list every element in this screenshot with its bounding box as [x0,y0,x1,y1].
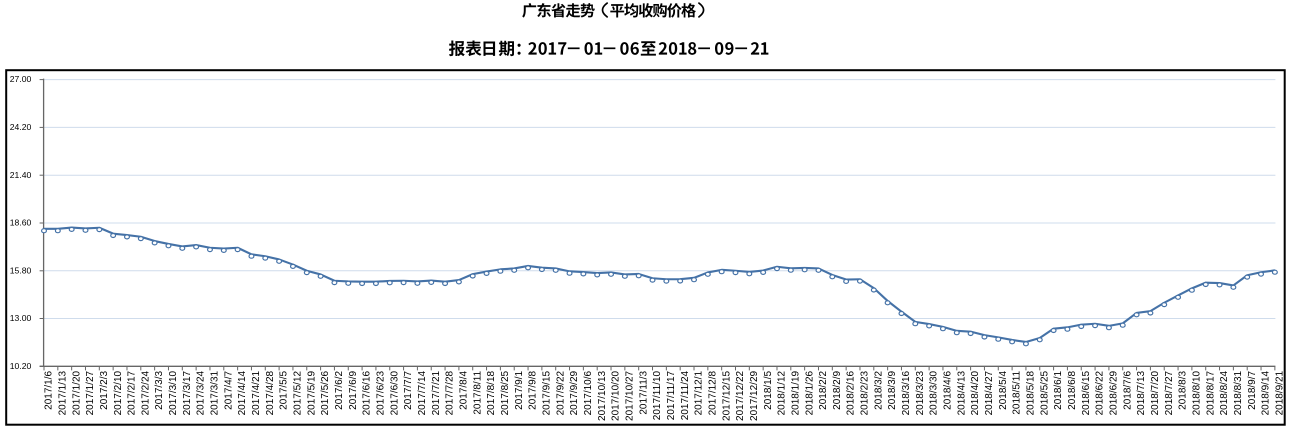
svg-text:2018/3/9: 2018/3/9 [887,370,898,409]
svg-text:2018/7/6: 2018/7/6 [1122,370,1133,409]
svg-text:2018/3/23: 2018/3/23 [915,370,926,415]
svg-text:2017/11/17: 2017/11/17 [666,370,677,420]
svg-text:2017/1/20: 2017/1/20 [71,370,82,415]
svg-text:2017/3/17: 2017/3/17 [182,370,193,415]
svg-text:2017/6/16: 2017/6/16 [362,370,373,415]
svg-text:2018/3/16: 2018/3/16 [901,370,912,415]
svg-text:2018/4/20: 2018/4/20 [970,370,981,415]
svg-text:2017/7/7: 2017/7/7 [403,370,414,409]
svg-text:2018/7/13: 2018/7/13 [1136,370,1147,415]
svg-text:2017/4/28: 2017/4/28 [265,370,276,415]
svg-text:2018/6/22: 2018/6/22 [1095,370,1106,415]
svg-text:2018/6/8: 2018/6/8 [1067,370,1078,409]
svg-text:2018/5/11: 2018/5/11 [1012,370,1023,414]
svg-text:2018/9/14: 2018/9/14 [1261,370,1272,415]
svg-text:2018/1/26: 2018/1/26 [804,370,815,415]
svg-text:2018/5/18: 2018/5/18 [1026,370,1037,415]
svg-text:2018/5/4: 2018/5/4 [998,370,1009,409]
svg-text:2017/12/29: 2017/12/29 [749,370,760,420]
svg-text:2017/6/30: 2017/6/30 [389,370,400,415]
svg-text:2017/12/22: 2017/12/22 [735,370,746,420]
svg-text:2017/4/21: 2017/4/21 [251,370,262,415]
svg-text:2017/8/11: 2017/8/11 [472,370,483,414]
svg-text:2018/8/24: 2018/8/24 [1219,370,1230,415]
svg-text:2017/9/22: 2017/9/22 [555,370,566,415]
svg-text:2018/3/2: 2018/3/2 [873,370,884,409]
svg-text:2017/11/3: 2017/11/3 [638,370,649,414]
svg-text:2017/12/15: 2017/12/15 [721,370,732,420]
svg-text:2018/7/27: 2018/7/27 [1164,370,1175,415]
svg-text:2017/2/10: 2017/2/10 [113,370,124,415]
svg-text:2018/2/16: 2018/2/16 [846,370,857,415]
svg-text:2017/7/14: 2017/7/14 [417,370,428,415]
svg-text:2018/6/29: 2018/6/29 [1109,370,1120,415]
svg-text:10.20: 10.20 [10,361,32,371]
svg-text:2018/4/27: 2018/4/27 [984,370,995,415]
svg-text:2017/1/6: 2017/1/6 [44,370,55,409]
svg-text:2018/8/17: 2018/8/17 [1205,370,1216,415]
svg-text:2017/11/24: 2017/11/24 [680,370,691,420]
svg-text:2017/3/10: 2017/3/10 [168,370,179,415]
svg-text:2018/1/12: 2018/1/12 [777,370,788,415]
svg-text:2017/12/1: 2017/12/1 [694,370,705,415]
svg-text:2018/4/13: 2018/4/13 [956,370,967,415]
svg-text:2018/3/30: 2018/3/30 [929,370,940,415]
svg-text:2018/1/5: 2018/1/5 [763,370,774,409]
svg-text:2017/8/25: 2017/8/25 [500,370,511,415]
svg-text:2018/7/20: 2018/7/20 [1150,370,1161,415]
svg-text:2017/2/3: 2017/2/3 [99,370,110,409]
svg-text:24.20: 24.20 [10,122,32,132]
svg-text:2017/10/13: 2017/10/13 [597,370,608,420]
svg-text:13.00: 13.00 [10,313,32,323]
svg-text:2017/5/19: 2017/5/19 [306,370,317,415]
svg-text:2017/6/9: 2017/6/9 [348,370,359,409]
svg-text:21.40: 21.40 [10,170,32,180]
svg-text:2017/11/10: 2017/11/10 [652,370,663,420]
svg-text:2017/5/12: 2017/5/12 [293,370,304,415]
svg-text:2018/2/9: 2018/2/9 [832,370,843,409]
svg-text:2018/9/21: 2018/9/21 [1274,370,1285,415]
svg-text:18.60: 18.60 [10,218,32,228]
svg-text:2017/9/15: 2017/9/15 [541,370,552,415]
svg-text:2017/9/1: 2017/9/1 [514,370,525,409]
svg-text:2017/8/4: 2017/8/4 [459,370,470,409]
svg-text:2017/4/7: 2017/4/7 [223,370,234,409]
svg-text:2017/4/14: 2017/4/14 [237,370,248,415]
svg-text:2017/10/6: 2017/10/6 [583,370,594,415]
svg-text:2017/1/27: 2017/1/27 [85,370,96,415]
svg-text:2017/7/28: 2017/7/28 [445,370,456,415]
svg-text:2017/9/8: 2017/9/8 [528,370,539,409]
svg-text:2018/8/3: 2018/8/3 [1178,370,1189,409]
svg-text:2017/6/23: 2017/6/23 [376,370,387,415]
svg-text:2017/8/18: 2017/8/18 [486,370,497,415]
svg-text:2017/9/29: 2017/9/29 [569,370,580,415]
svg-text:2018/2/23: 2018/2/23 [860,370,871,415]
svg-text:2017/7/21: 2017/7/21 [431,370,442,415]
svg-text:2017/5/26: 2017/5/26 [320,370,331,415]
svg-text:2017/5/5: 2017/5/5 [279,370,290,409]
svg-text:2017/3/3: 2017/3/3 [154,370,165,409]
svg-text:2017/1/13: 2017/1/13 [57,370,68,415]
svg-text:2017/3/31: 2017/3/31 [210,370,221,415]
svg-text:2017/12/8: 2017/12/8 [707,370,718,415]
svg-text:2017/10/20: 2017/10/20 [611,370,622,420]
svg-text:2017/10/27: 2017/10/27 [624,370,635,420]
svg-text:2018/9/7: 2018/9/7 [1247,370,1258,409]
svg-text:2018/8/10: 2018/8/10 [1191,370,1202,415]
svg-text:2018/1/19: 2018/1/19 [790,370,801,415]
svg-text:2018/6/15: 2018/6/15 [1081,370,1092,415]
svg-text:2018/8/31: 2018/8/31 [1233,370,1244,415]
svg-text:15.80: 15.80 [10,265,32,275]
svg-text:2017/3/24: 2017/3/24 [196,370,207,415]
svg-text:2017/6/2: 2017/6/2 [334,370,345,409]
svg-text:2017/2/24: 2017/2/24 [140,370,151,415]
svg-text:27.00: 27.00 [10,74,32,84]
svg-text:2018/5/25: 2018/5/25 [1039,370,1050,415]
svg-text:2017/2/17: 2017/2/17 [127,370,138,415]
svg-text:2018/2/2: 2018/2/2 [818,370,829,409]
svg-text:2018/6/1: 2018/6/1 [1053,370,1064,409]
svg-text:2018/4/6: 2018/4/6 [943,370,954,409]
